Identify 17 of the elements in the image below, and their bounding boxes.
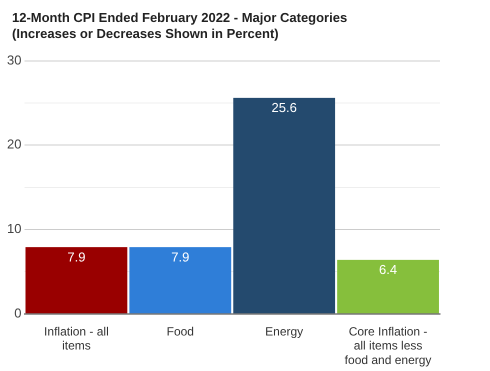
bar	[233, 98, 336, 314]
y-tick-label: 0	[14, 305, 22, 320]
y-tick-label: 20	[6, 136, 22, 152]
chart-title: 12-Month CPI Ended February 2022 - Major Categories (Increases or Decreases Shown in Percent)	[12, 10, 348, 42]
bar	[337, 260, 439, 314]
x-tick-label: Food	[166, 324, 194, 338]
data-label: 7.9	[171, 249, 190, 264]
x-tick-label: Energy	[265, 324, 304, 338]
y-tick-label: 10	[6, 221, 22, 236]
bar	[129, 247, 232, 314]
x-tick-label: Inflation - all items	[44, 324, 109, 353]
data-label: 6.4	[379, 262, 398, 277]
bar	[25, 247, 128, 314]
data-label: 7.9	[67, 249, 86, 264]
x-tick-label: Core Inflation - all items less food and energy	[344, 324, 432, 368]
data-label: 25.6	[272, 100, 297, 115]
y-tick-label: 30	[6, 52, 22, 68]
